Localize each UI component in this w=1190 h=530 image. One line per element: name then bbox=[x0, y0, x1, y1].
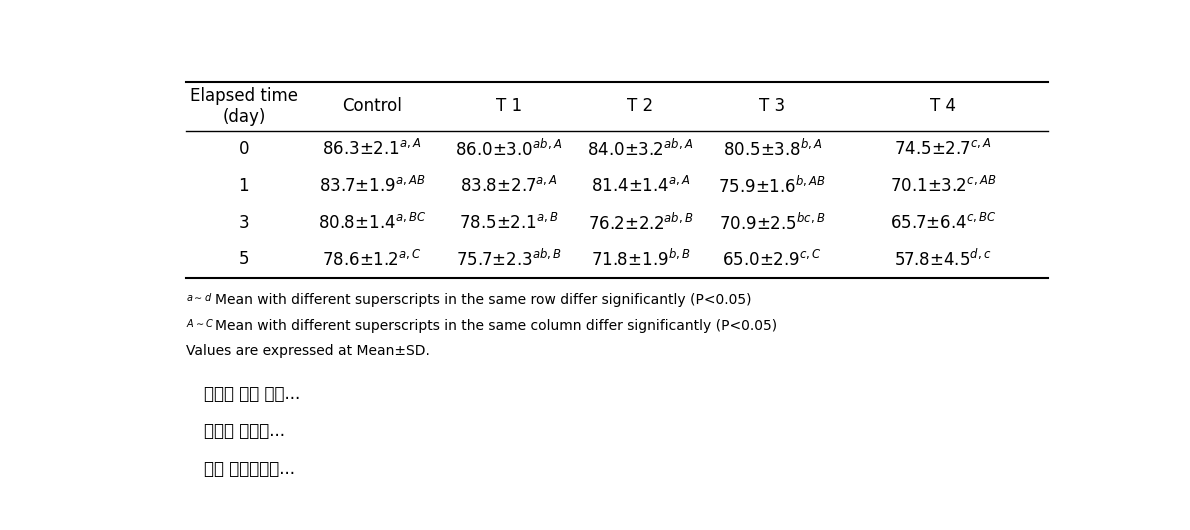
Text: $^{a\sim d}$: $^{a\sim d}$ bbox=[186, 294, 212, 307]
Text: 3: 3 bbox=[238, 214, 249, 232]
Text: 70.9±2.5$^{bc,B}$: 70.9±2.5$^{bc,B}$ bbox=[719, 212, 826, 233]
Text: 86.3±2.1$^{a,A}$: 86.3±2.1$^{a,A}$ bbox=[322, 139, 422, 160]
Text: Elapsed time
(day): Elapsed time (day) bbox=[190, 87, 298, 126]
Text: T 1: T 1 bbox=[495, 98, 521, 116]
Text: Control: Control bbox=[343, 98, 402, 116]
Text: 70.1±3.2$^{c,AB}$: 70.1±3.2$^{c,AB}$ bbox=[890, 176, 996, 196]
Text: T 2: T 2 bbox=[627, 98, 653, 116]
Text: 75.7±2.3$^{ab,B}$: 75.7±2.3$^{ab,B}$ bbox=[456, 249, 562, 270]
Text: 75.9±1.6$^{b,AB}$: 75.9±1.6$^{b,AB}$ bbox=[719, 175, 827, 197]
Text: $^{A\sim C}$: $^{A\sim C}$ bbox=[186, 319, 213, 333]
Text: 78.5±2.1$^{a,B}$: 78.5±2.1$^{a,B}$ bbox=[458, 213, 558, 233]
Text: 81.4±1.4$^{a,A}$: 81.4±1.4$^{a,A}$ bbox=[590, 176, 690, 196]
Text: Mean with different superscripts in the same column differ significantly (P<0.05: Mean with different superscripts in the … bbox=[215, 319, 777, 333]
Text: 65.0±2.9$^{c,C}$: 65.0±2.9$^{c,C}$ bbox=[722, 250, 822, 270]
Text: 80.8±1.4$^{a,BC}$: 80.8±1.4$^{a,BC}$ bbox=[318, 213, 426, 233]
Text: 65.7±6.4$^{c,BC}$: 65.7±6.4$^{c,BC}$ bbox=[890, 213, 996, 233]
Text: Values are expressed at Mean±SD.: Values are expressed at Mean±SD. bbox=[186, 344, 430, 358]
Text: Mean with different superscripts in the same row differ significantly (P<0.05): Mean with different superscripts in the … bbox=[215, 294, 752, 307]
Text: 상기와 같은 방법...: 상기와 같은 방법... bbox=[205, 385, 300, 403]
Text: 74.5±2.7$^{c,A}$: 74.5±2.7$^{c,A}$ bbox=[894, 139, 992, 160]
Text: 변화를 조사한...: 변화를 조사한... bbox=[205, 422, 286, 440]
Text: 0: 0 bbox=[239, 140, 249, 158]
Text: 57.8±4.5$^{d,c}$: 57.8±4.5$^{d,c}$ bbox=[895, 249, 992, 270]
Text: 86.0±3.0$^{ab,A}$: 86.0±3.0$^{ab,A}$ bbox=[455, 139, 562, 160]
Text: 83.7±1.9$^{a,AB}$: 83.7±1.9$^{a,AB}$ bbox=[319, 176, 426, 196]
Text: T 3: T 3 bbox=[759, 98, 785, 116]
Text: T 4: T 4 bbox=[931, 98, 957, 116]
Text: 71.8±1.9$^{b,B}$: 71.8±1.9$^{b,B}$ bbox=[590, 249, 690, 270]
Text: 5: 5 bbox=[239, 251, 249, 269]
Text: 78.6±1.2$^{a,C}$: 78.6±1.2$^{a,C}$ bbox=[322, 250, 422, 270]
Text: 76.2±2.2$^{ab,B}$: 76.2±2.2$^{ab,B}$ bbox=[588, 212, 694, 233]
Text: 84.0±3.2$^{ab,A}$: 84.0±3.2$^{ab,A}$ bbox=[588, 139, 694, 160]
Text: 83.8±2.7$^{a,A}$: 83.8±2.7$^{a,A}$ bbox=[459, 176, 558, 196]
Text: 80.5±3.8$^{b,A}$: 80.5±3.8$^{b,A}$ bbox=[722, 139, 822, 160]
Text: 1: 1 bbox=[238, 177, 249, 195]
Text: 성을 나타냈으며...: 성을 나타냈으며... bbox=[205, 460, 295, 478]
